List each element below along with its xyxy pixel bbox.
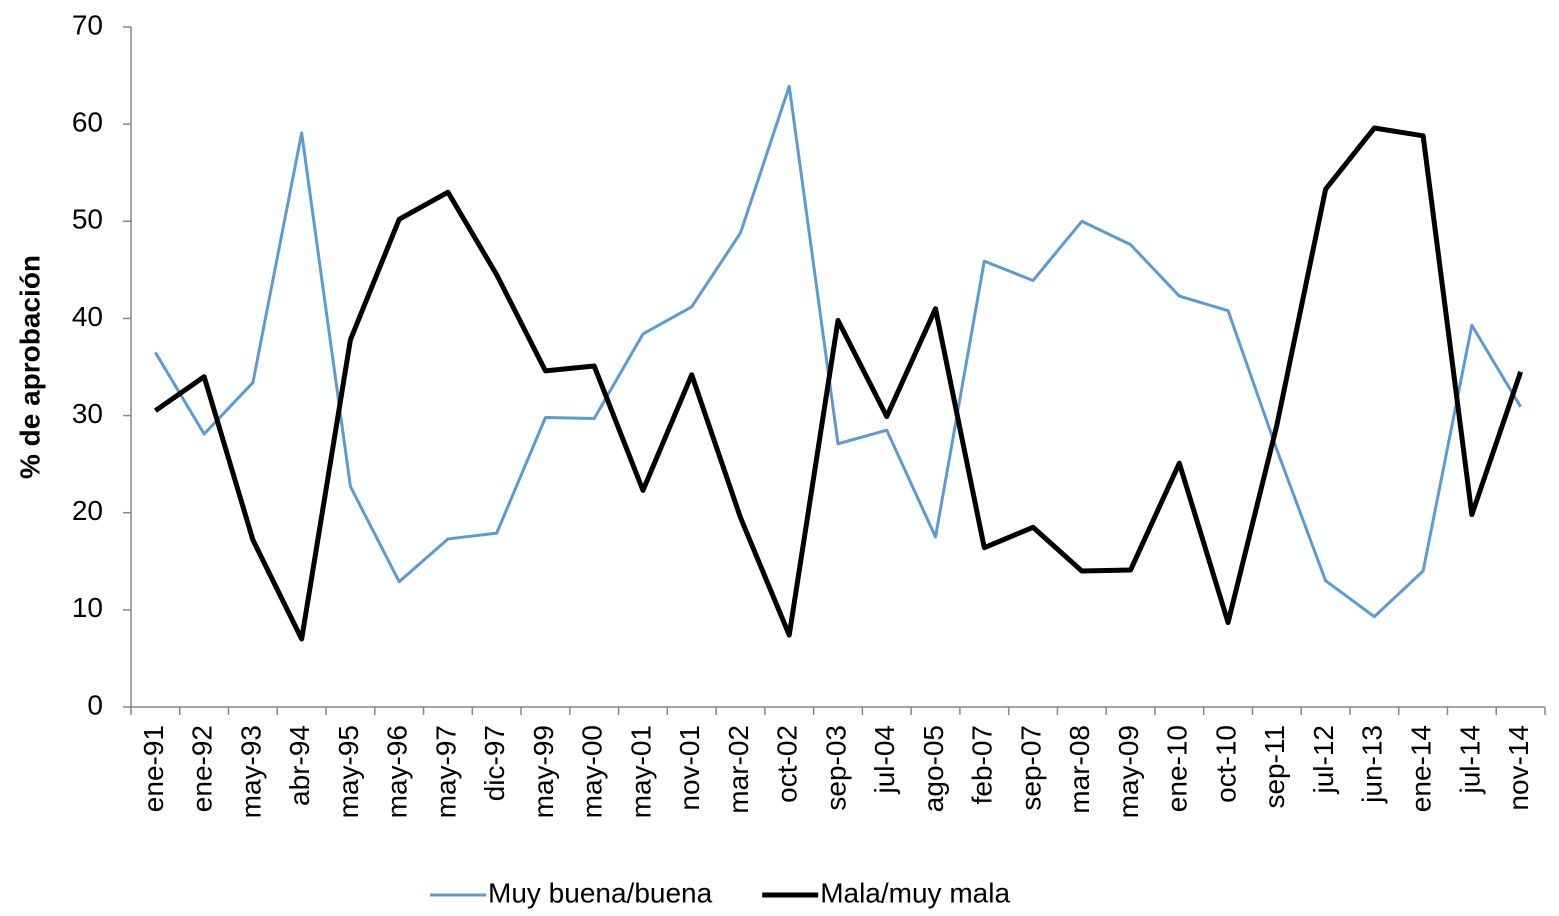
x-tick-label: jun-13 bbox=[1357, 725, 1388, 804]
y-tick-label: 0 bbox=[87, 689, 103, 720]
y-tick-label: 50 bbox=[72, 204, 103, 235]
x-tick-label: jul-04 bbox=[869, 725, 900, 794]
x-tick-label: sep-03 bbox=[820, 725, 851, 811]
x-tick-label: jul-12 bbox=[1308, 725, 1339, 794]
y-tick-label: 30 bbox=[72, 398, 103, 429]
x-tick-label: may-95 bbox=[333, 725, 364, 818]
x-tick-label: sep-11 bbox=[1259, 725, 1290, 809]
y-tick-label: 40 bbox=[72, 301, 103, 332]
x-tick-label: may-00 bbox=[577, 725, 608, 818]
x-tick-label: may-97 bbox=[430, 725, 461, 818]
x-tick-label: may-93 bbox=[235, 725, 266, 818]
x-tick-label: feb-07 bbox=[967, 725, 998, 804]
data-line bbox=[154, 84, 1522, 619]
y-tick-label: 10 bbox=[72, 592, 103, 623]
x-tick-label: mar-02 bbox=[723, 725, 754, 814]
x-tick-label: ago-05 bbox=[918, 725, 949, 812]
x-tick-label: ene-91 bbox=[138, 725, 169, 812]
y-tick-label: 60 bbox=[72, 107, 103, 138]
data-line bbox=[153, 125, 1523, 642]
x-tick-label: mar-08 bbox=[1064, 725, 1095, 814]
x-tick-label: oct-10 bbox=[1210, 725, 1241, 803]
y-tick-label: 70 bbox=[72, 9, 103, 40]
x-tick-label: may-09 bbox=[1113, 725, 1144, 818]
legend-label: Mala/muy mala bbox=[820, 877, 1010, 908]
x-tick-label: nov-14 bbox=[1503, 725, 1534, 811]
x-tick-label: may-99 bbox=[528, 725, 559, 818]
y-tick-label: 20 bbox=[72, 495, 103, 526]
x-tick-label: nov-01 bbox=[674, 725, 705, 811]
x-tick-label: may-96 bbox=[382, 725, 413, 818]
x-tick-label: abr-94 bbox=[284, 725, 315, 806]
x-tick-label: ene-92 bbox=[187, 725, 218, 812]
x-tick-label: jul-14 bbox=[1454, 725, 1485, 794]
x-tick-label: dic-97 bbox=[479, 725, 510, 801]
x-tick-label: oct-02 bbox=[772, 725, 803, 803]
legend-label: Muy buena/buena bbox=[488, 877, 713, 908]
x-tick-label: sep-07 bbox=[1015, 725, 1046, 811]
x-tick-label: may-01 bbox=[625, 725, 656, 818]
x-tick-label: ene-14 bbox=[1405, 725, 1436, 812]
y-axis-title: % de aprobación bbox=[14, 255, 45, 479]
x-tick-label: ene-10 bbox=[1162, 725, 1193, 812]
